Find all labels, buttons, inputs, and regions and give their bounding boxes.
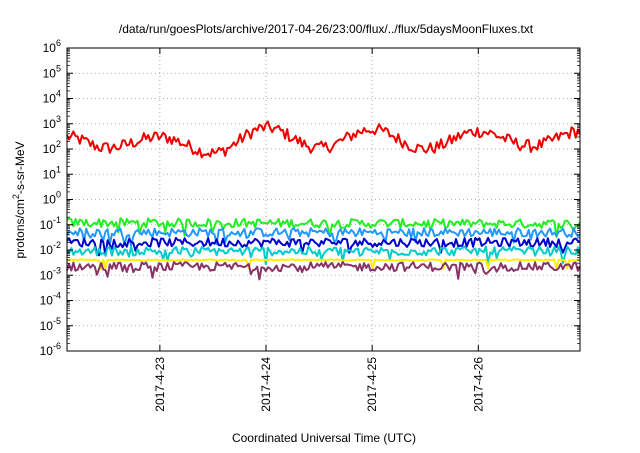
y-tick-label: 10-6 <box>40 341 61 358</box>
grid <box>67 48 580 351</box>
series-line <box>66 227 581 247</box>
y-tick-base: 10 <box>43 167 57 181</box>
y-tick-base: 10 <box>43 92 57 106</box>
y-tick-exp: 1 <box>56 164 61 174</box>
y-axis-label-sup: 2 <box>11 194 21 199</box>
chart-title: /data/run/goesPlots/archive/2017-04-26/2… <box>119 22 534 36</box>
y-tick-label: 101 <box>43 164 61 181</box>
series-line <box>66 217 581 238</box>
series-line <box>66 258 581 271</box>
series-line <box>66 245 581 266</box>
y-tick-exp: -1 <box>53 215 61 225</box>
x-tick-label: 2017-4-24 <box>259 357 273 412</box>
y-tick-label: 10-4 <box>40 291 61 308</box>
y-tick-exp: -4 <box>53 291 61 301</box>
x-axis-label: Coordinated Universal Time (UTC) <box>232 431 416 445</box>
y-tick-label: 106 <box>43 38 61 55</box>
y-tick-exp: 5 <box>56 63 61 73</box>
y-tick-label: 10-5 <box>40 316 61 333</box>
y-tick-label: 103 <box>43 114 61 131</box>
y-axis-label: protons/cm2-s-sr-MeV <box>11 141 27 258</box>
y-axis-label-base: protons/cm <box>13 199 27 258</box>
y-tick-base: 10 <box>40 218 54 232</box>
y-tick-exp: 0 <box>56 190 61 200</box>
y-tick-base: 10 <box>40 319 54 333</box>
axes: 10-610-510-410-310-210-11001011021031041… <box>40 38 580 412</box>
y-tick-label: 104 <box>43 89 61 106</box>
y-axis-label-rest: -s-sr-MeV <box>13 141 27 194</box>
series-line <box>66 236 581 257</box>
y-tick-label: 10-3 <box>40 265 61 282</box>
y-tick-label: 102 <box>43 139 61 156</box>
y-tick-base: 10 <box>40 268 54 282</box>
y-tick-exp: 4 <box>56 89 61 99</box>
y-tick-base: 10 <box>40 344 54 358</box>
x-tick-label: 2017-4-26 <box>471 357 485 412</box>
y-tick-base: 10 <box>43 41 57 55</box>
y-tick-label: 105 <box>43 63 61 80</box>
y-tick-exp: -3 <box>53 265 61 275</box>
y-tick-base: 10 <box>43 66 57 80</box>
y-tick-exp: 3 <box>56 114 61 124</box>
y-tick-label: 100 <box>43 190 61 207</box>
x-tick-label: 2017-4-25 <box>365 357 379 412</box>
y-tick-exp: 6 <box>56 38 61 48</box>
y-tick-base: 10 <box>40 243 54 257</box>
y-tick-exp: -2 <box>53 240 61 250</box>
y-tick-base: 10 <box>43 117 57 131</box>
y-tick-exp: -5 <box>53 316 61 326</box>
y-tick-exp: -6 <box>53 341 61 351</box>
y-tick-base: 10 <box>43 142 57 156</box>
series-line <box>66 261 581 281</box>
x-tick-label: 2017-4-23 <box>153 357 167 412</box>
series-line <box>66 120 581 159</box>
y-tick-exp: 2 <box>56 139 61 149</box>
y-tick-label: 10-2 <box>40 240 61 257</box>
series-layer <box>66 120 581 281</box>
y-tick-label: 10-1 <box>40 215 61 232</box>
y-tick-base: 10 <box>40 294 54 308</box>
y-tick-base: 10 <box>43 193 57 207</box>
